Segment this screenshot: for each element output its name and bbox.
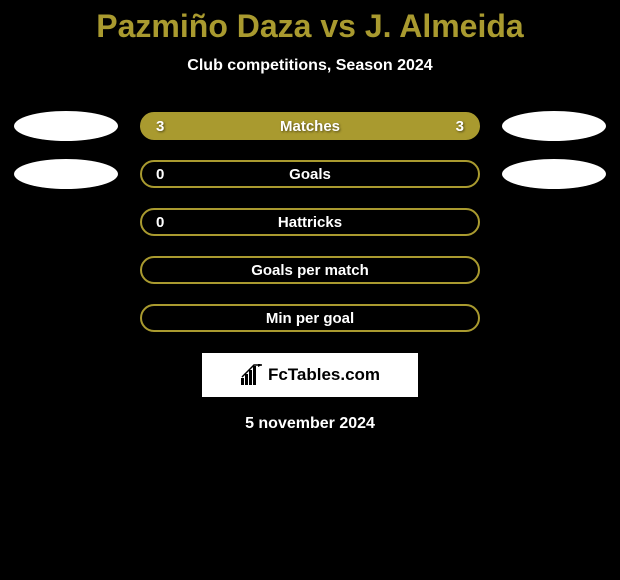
stat-label: Goals per match <box>142 262 478 279</box>
fctables-logo-icon <box>240 364 264 386</box>
stat-bar: Min per goal <box>140 304 480 332</box>
stat-left-value: 3 <box>156 118 164 135</box>
stat-row: Goals per match <box>10 255 610 285</box>
stat-row: 0Hattricks <box>10 207 610 237</box>
stat-label: Min per goal <box>142 310 478 327</box>
left-placeholder <box>14 207 118 237</box>
stat-label: Goals <box>142 166 478 183</box>
stat-bar: 0Goals <box>140 160 480 188</box>
stat-label: Matches <box>142 118 478 135</box>
stat-left-value: 0 <box>156 166 164 183</box>
stat-row: Min per goal <box>10 303 610 333</box>
stat-label: Hattricks <box>142 214 478 231</box>
stat-row: 3Matches3 <box>10 111 610 141</box>
comparison-card: Pazmiño Daza vs J. Almeida Club competit… <box>0 0 620 580</box>
left-ellipse <box>14 159 118 189</box>
stats-container: 3Matches30Goals0HattricksGoals per match… <box>0 111 620 333</box>
right-ellipse <box>502 159 606 189</box>
page-subtitle: Club competitions, Season 2024 <box>0 57 620 75</box>
left-placeholder <box>14 255 118 285</box>
right-placeholder <box>502 303 606 333</box>
stat-bar: Goals per match <box>140 256 480 284</box>
stat-row: 0Goals <box>10 159 610 189</box>
left-placeholder <box>14 303 118 333</box>
stat-bar: 0Hattricks <box>140 208 480 236</box>
branding-box: FcTables.com <box>202 353 418 397</box>
right-placeholder <box>502 255 606 285</box>
right-placeholder <box>502 207 606 237</box>
stat-right-value: 3 <box>456 118 464 135</box>
left-ellipse <box>14 111 118 141</box>
stat-left-value: 0 <box>156 214 164 231</box>
page-title: Pazmiño Daza vs J. Almeida <box>0 8 620 45</box>
footer-date: 5 november 2024 <box>0 415 620 433</box>
right-ellipse <box>502 111 606 141</box>
branding-text: FcTables.com <box>268 365 380 385</box>
stat-bar: 3Matches3 <box>140 112 480 140</box>
